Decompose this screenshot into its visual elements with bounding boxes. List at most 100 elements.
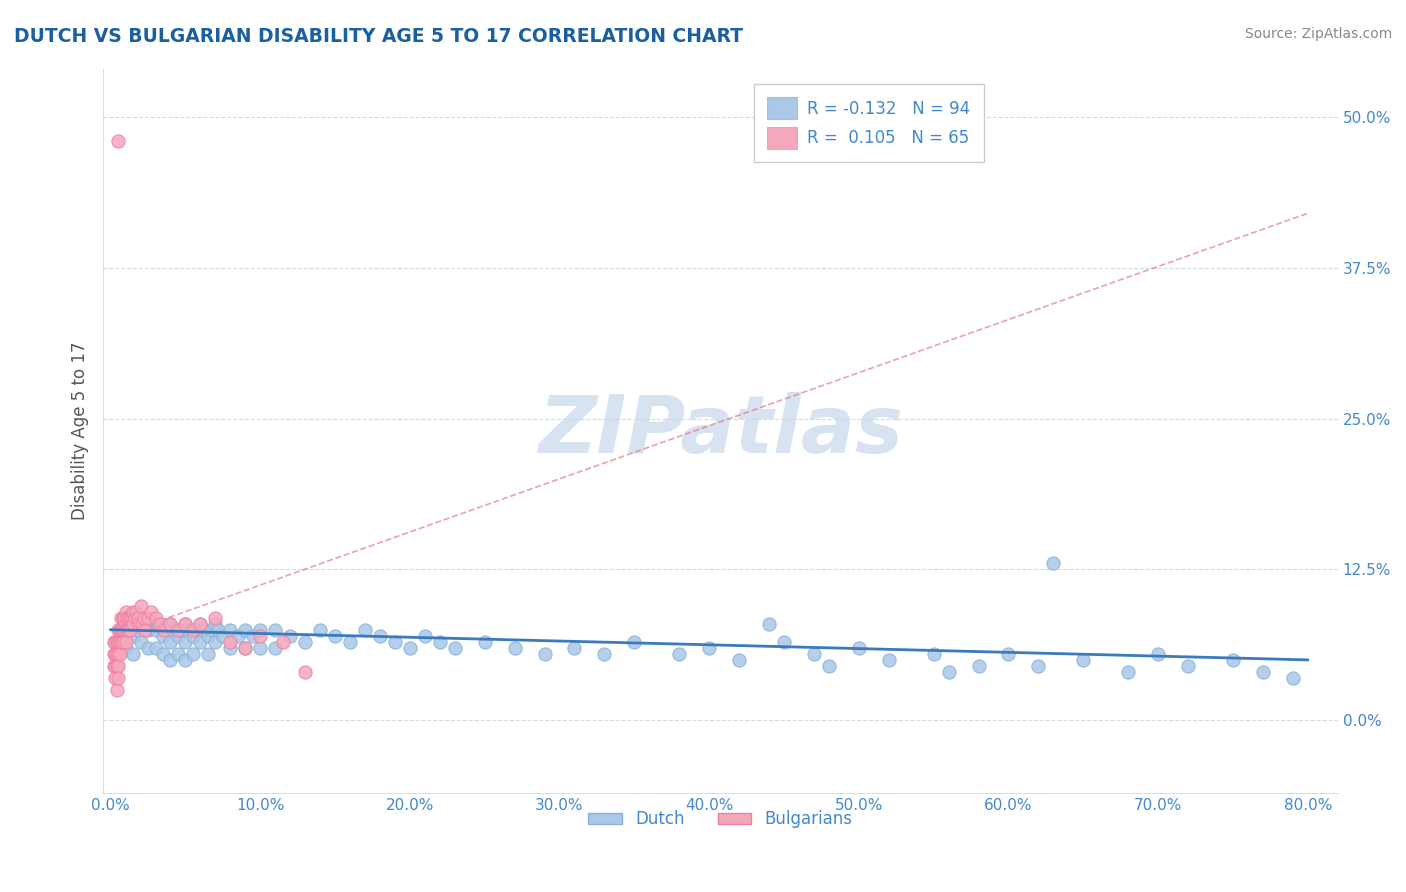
Point <box>167 647 190 661</box>
Point <box>162 623 184 637</box>
Text: ZIPatlas: ZIPatlas <box>538 392 903 469</box>
Point <box>114 623 136 637</box>
Point <box>503 640 526 655</box>
Point <box>264 640 287 655</box>
Point <box>323 629 346 643</box>
Point <box>104 659 127 673</box>
Text: Source: ZipAtlas.com: Source: ZipAtlas.com <box>1244 27 1392 41</box>
Point <box>105 659 128 673</box>
Point <box>108 647 131 661</box>
Point <box>249 629 271 643</box>
Point <box>197 647 219 661</box>
Point <box>159 616 181 631</box>
Point <box>233 623 256 637</box>
Point <box>145 623 167 637</box>
Point <box>122 647 145 661</box>
Point <box>623 634 645 648</box>
Point <box>153 623 176 637</box>
Point <box>136 640 159 655</box>
Point <box>139 605 162 619</box>
Point <box>110 610 132 624</box>
Point <box>1222 653 1244 667</box>
Point <box>152 647 174 661</box>
Point <box>120 610 142 624</box>
Point <box>339 634 361 648</box>
Point <box>242 629 264 643</box>
Point <box>429 634 451 648</box>
Point <box>134 623 156 637</box>
Point <box>211 629 233 643</box>
Point <box>384 634 406 648</box>
Point <box>197 629 219 643</box>
Point <box>922 647 945 661</box>
Point <box>129 599 152 613</box>
Point <box>1251 665 1274 679</box>
Point <box>117 623 139 637</box>
Point <box>110 623 132 637</box>
Point <box>758 616 780 631</box>
Point <box>877 653 900 667</box>
Point <box>105 634 128 648</box>
Point <box>111 610 134 624</box>
Point <box>111 634 134 648</box>
Point <box>114 640 136 655</box>
Point <box>149 616 172 631</box>
Point <box>1071 653 1094 667</box>
Point <box>181 629 204 643</box>
Point <box>107 647 129 661</box>
Point <box>233 640 256 655</box>
Point <box>110 634 132 648</box>
Point <box>107 634 129 648</box>
Point <box>111 623 134 637</box>
Point <box>967 659 990 673</box>
Point <box>107 134 129 148</box>
Point <box>167 623 190 637</box>
Point <box>1147 647 1170 661</box>
Point <box>107 623 129 637</box>
Point <box>201 623 224 637</box>
Point <box>174 653 197 667</box>
Point <box>177 623 200 637</box>
Point <box>129 634 152 648</box>
Point <box>145 640 167 655</box>
Point <box>124 610 146 624</box>
Point <box>174 634 197 648</box>
Point <box>219 623 242 637</box>
Point <box>167 629 190 643</box>
Point <box>121 610 143 624</box>
Point <box>186 623 208 637</box>
Point <box>1116 665 1139 679</box>
Point <box>159 634 181 648</box>
Point <box>204 610 226 624</box>
Point <box>1281 671 1303 685</box>
Y-axis label: Disability Age 5 to 17: Disability Age 5 to 17 <box>72 342 89 520</box>
Point <box>129 616 152 631</box>
Point <box>443 640 465 655</box>
Point <box>127 610 149 624</box>
Point <box>105 647 128 661</box>
Point <box>354 623 377 637</box>
Point <box>114 616 136 631</box>
Point <box>818 659 841 673</box>
Point <box>122 629 145 643</box>
Legend: Dutch, Bulgarians: Dutch, Bulgarians <box>582 804 859 835</box>
Point <box>108 623 131 637</box>
Point <box>233 640 256 655</box>
Point <box>104 647 127 661</box>
Point <box>152 629 174 643</box>
Point <box>115 610 138 624</box>
Point <box>207 623 229 637</box>
Point <box>399 640 422 655</box>
Point <box>159 616 181 631</box>
Point <box>111 629 134 643</box>
Point <box>204 634 226 648</box>
Point <box>190 616 212 631</box>
Point <box>120 623 142 637</box>
Point <box>938 665 960 679</box>
Point <box>264 623 287 637</box>
Point <box>132 610 155 624</box>
Point <box>697 640 720 655</box>
Point <box>174 616 197 631</box>
Point <box>136 623 159 637</box>
Point <box>1177 659 1199 673</box>
